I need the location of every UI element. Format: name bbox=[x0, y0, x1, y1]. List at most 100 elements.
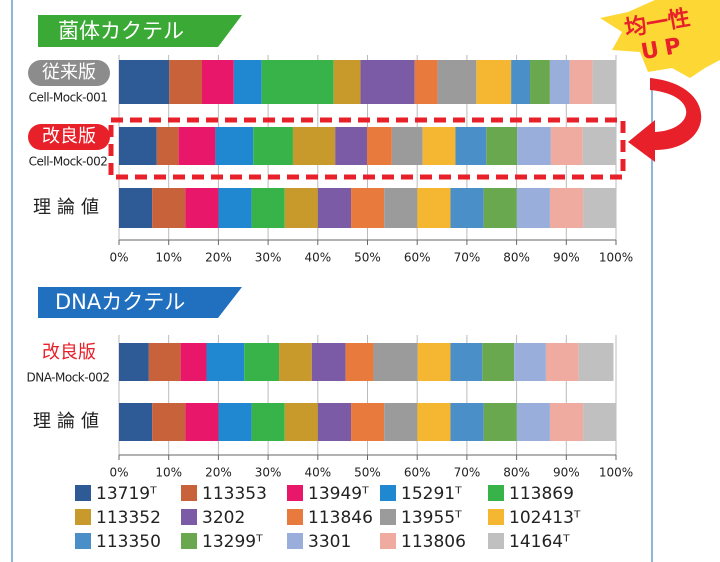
bar-segment bbox=[351, 188, 384, 228]
x-tick-label: 80% bbox=[503, 251, 530, 265]
x-tick-label: 20% bbox=[205, 251, 232, 265]
legend-label: 14164ᵀ bbox=[509, 532, 570, 552]
bar-segment bbox=[551, 127, 583, 165]
x-tick-label: 50% bbox=[354, 466, 381, 480]
bar-segment bbox=[169, 60, 202, 104]
legend-swatch bbox=[287, 533, 303, 549]
legend-label: 113350 bbox=[96, 532, 161, 552]
chart: 菌体カクテル DNAカクテル 0%10%20%30%40%50%60%70%80… bbox=[0, 0, 720, 562]
x-tick-label: 70% bbox=[454, 251, 481, 265]
bar-segment bbox=[244, 343, 279, 381]
bar-segment bbox=[593, 60, 616, 104]
x-tick-label: 100% bbox=[599, 466, 633, 480]
category-label: 理論値 bbox=[33, 197, 105, 218]
legend-swatch bbox=[75, 533, 91, 549]
bar-segment bbox=[312, 343, 346, 381]
bar-segment bbox=[550, 60, 570, 104]
bar-segment bbox=[455, 127, 486, 165]
bar-segment bbox=[418, 343, 451, 381]
bar-segment bbox=[450, 403, 483, 441]
legend-label: 113353 bbox=[202, 484, 267, 504]
x-tick-label: 50% bbox=[354, 251, 381, 265]
x-tick-label: 60% bbox=[404, 251, 431, 265]
bar-segment bbox=[450, 343, 482, 381]
bar-segment bbox=[181, 343, 207, 381]
legend-swatch bbox=[75, 509, 91, 525]
legend-swatch bbox=[75, 485, 91, 501]
legend-label: 113869 bbox=[509, 484, 574, 504]
bar-segment bbox=[293, 127, 335, 165]
x-tick-label: 80% bbox=[503, 466, 530, 480]
bar-segment bbox=[318, 188, 351, 228]
legend-swatch bbox=[380, 533, 396, 549]
bar-segment bbox=[285, 403, 318, 441]
x-tick-label: 20% bbox=[205, 466, 232, 480]
bar-segment bbox=[583, 127, 616, 165]
bar-segment bbox=[517, 188, 550, 228]
bar-segment bbox=[579, 343, 614, 381]
section-title: DNAカクテル bbox=[55, 290, 185, 314]
x-tick-label: 10% bbox=[155, 251, 182, 265]
bar-segment bbox=[152, 188, 185, 228]
legend-label: 113806 bbox=[401, 532, 466, 552]
bar-segment bbox=[119, 188, 152, 228]
bar-segment bbox=[423, 127, 456, 165]
legend-label: 3301 bbox=[308, 532, 351, 552]
bar-segment bbox=[367, 127, 392, 165]
category-sublabel: DNA-Mock-002 bbox=[27, 371, 110, 385]
bar-segment bbox=[346, 343, 374, 381]
legend-label: 3202 bbox=[202, 508, 245, 528]
bar-segment bbox=[285, 188, 318, 228]
bar-segment bbox=[484, 188, 517, 228]
bar-segment bbox=[149, 343, 181, 381]
bar-segment bbox=[476, 60, 511, 104]
bar-segment bbox=[482, 343, 514, 381]
bar-segment bbox=[119, 127, 157, 165]
bar-segment bbox=[252, 403, 285, 441]
x-tick-label: 40% bbox=[304, 466, 331, 480]
bar-segment bbox=[361, 60, 415, 104]
bar-segment bbox=[119, 60, 169, 104]
legend-swatch bbox=[488, 509, 504, 525]
bar-segment bbox=[438, 60, 477, 104]
bar-segment bbox=[546, 343, 579, 381]
bar-segment bbox=[334, 60, 361, 104]
bar-segment bbox=[318, 403, 351, 441]
x-tick-label: 10% bbox=[155, 466, 182, 480]
bar-segment bbox=[570, 60, 593, 104]
x-tick-label: 0% bbox=[109, 251, 128, 265]
bar-segment bbox=[486, 127, 517, 165]
bar-segment bbox=[384, 188, 417, 228]
bar-segment bbox=[351, 403, 384, 441]
bar-segment bbox=[234, 60, 262, 104]
bar-segment bbox=[484, 403, 517, 441]
x-tick-label: 30% bbox=[255, 251, 282, 265]
bar-segment bbox=[550, 403, 583, 441]
bar-segment bbox=[185, 403, 218, 441]
x-tick-label: 60% bbox=[404, 466, 431, 480]
bar-segment bbox=[373, 343, 417, 381]
bar-segment bbox=[550, 188, 583, 228]
bar-segment bbox=[202, 60, 234, 104]
bar-segment bbox=[450, 188, 483, 228]
bar-segment bbox=[392, 127, 423, 165]
legend-label: 15291ᵀ bbox=[401, 484, 462, 504]
legend-swatch bbox=[488, 533, 504, 549]
bar-segment bbox=[530, 60, 550, 104]
legend-label: 102413ᵀ bbox=[509, 508, 581, 528]
category-label: 改良版 bbox=[42, 126, 96, 147]
x-tick-label: 100% bbox=[599, 251, 633, 265]
page: 菌体カクテル DNAカクテル 0%10%20%30%40%50%60%70%80… bbox=[0, 0, 720, 562]
bar-segment bbox=[253, 127, 293, 165]
bar-segment bbox=[185, 188, 218, 228]
legend-swatch bbox=[181, 485, 197, 501]
bar-segment bbox=[583, 188, 616, 228]
legend-label: 113846 bbox=[308, 508, 373, 528]
category-label: 従来版 bbox=[42, 62, 96, 83]
legend-swatch bbox=[181, 509, 197, 525]
legend-swatch bbox=[488, 485, 504, 501]
x-tick-label: 90% bbox=[553, 251, 580, 265]
bar-segment bbox=[152, 403, 185, 441]
legend-swatch bbox=[287, 485, 303, 501]
bar-segment bbox=[384, 403, 417, 441]
